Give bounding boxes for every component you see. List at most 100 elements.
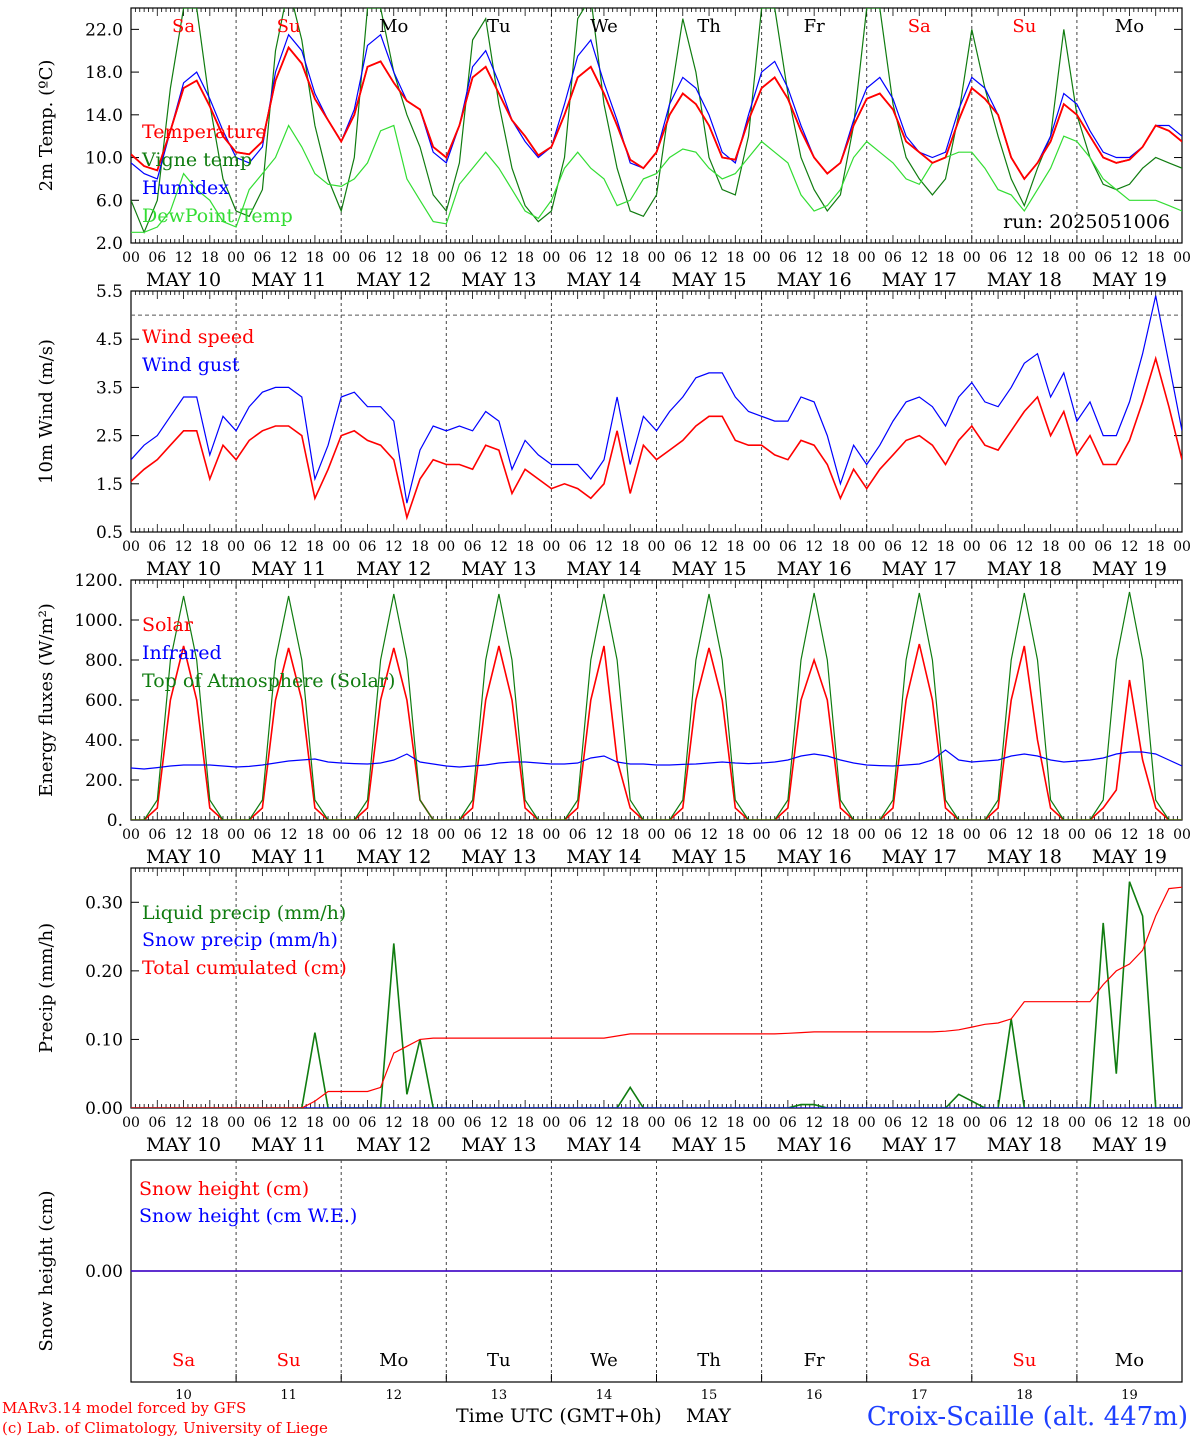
hour-label: 12	[175, 1115, 193, 1131]
hour-label: 18	[1042, 1115, 1060, 1131]
y-tick-label: 0.5	[96, 523, 123, 543]
legend-entry: Solar	[142, 614, 194, 636]
hour-label: 06	[464, 827, 482, 843]
date-label: MAY 13	[461, 846, 536, 868]
weekday-label: We	[590, 16, 618, 37]
month-label: MAY	[686, 1405, 731, 1427]
hour-label: 18	[306, 1115, 324, 1131]
hour-label: 12	[1015, 827, 1033, 843]
hour-label: 06	[359, 539, 377, 555]
hour-label: 12	[1015, 539, 1033, 555]
legend-entry: Snow precip (mm/h)	[142, 929, 338, 951]
hour-label: 00	[227, 1115, 245, 1131]
hour-label: 06	[148, 827, 166, 843]
hour-label: 00	[753, 1115, 771, 1131]
date-label: MAY 19	[1092, 846, 1167, 868]
hour-label: 06	[674, 539, 692, 555]
date-label: MAY 16	[777, 269, 852, 291]
hour-label: 00	[858, 1115, 876, 1131]
hour-label: 18	[937, 827, 955, 843]
hour-label: 12	[1121, 1115, 1139, 1131]
hour-label: 00	[858, 250, 876, 266]
hour-label: 18	[726, 250, 744, 266]
hour-label: 12	[175, 827, 193, 843]
hour-label: 00	[648, 827, 666, 843]
hour-label: 00	[963, 1115, 981, 1131]
hour-label: 06	[253, 1115, 271, 1131]
hour-label: 00	[1068, 250, 1086, 266]
hour-label: 18	[516, 539, 534, 555]
hour-label: 00	[122, 250, 140, 266]
date-label: MAY 19	[1092, 269, 1167, 291]
y-axis-title: 10m Wind (m/s)	[36, 339, 57, 484]
x-axis-title: Time UTC (GMT+0h)	[456, 1405, 662, 1427]
weekday-label: Su	[1012, 1350, 1036, 1371]
hour-label: 12	[805, 250, 823, 266]
y-tick-label: 18.0	[85, 63, 123, 83]
hour-label: 12	[1121, 827, 1139, 843]
hour-label: 00	[648, 539, 666, 555]
day-number: 16	[806, 1388, 823, 1403]
hour-label: 18	[621, 250, 639, 266]
weekday-label: Su	[1012, 16, 1036, 37]
hour-label: 06	[779, 250, 797, 266]
weekday-label: We	[590, 1350, 618, 1371]
day-number: 13	[491, 1388, 508, 1403]
hour-label: 12	[280, 539, 298, 555]
hour-label: 06	[148, 539, 166, 555]
hour-label: 18	[411, 539, 429, 555]
y-tick-label: 2.5	[96, 427, 123, 447]
hour-label: 06	[884, 1115, 902, 1131]
date-label: MAY 19	[1092, 1134, 1167, 1156]
hour-label: 06	[674, 1115, 692, 1131]
y-tick-label: 400.	[85, 731, 123, 751]
y-axis-title: Energy fluxes (W/m²)	[36, 603, 57, 797]
hour-label: 06	[569, 250, 587, 266]
hour-label: 00	[542, 539, 560, 555]
hour-label: 18	[621, 827, 639, 843]
hour-label: 12	[1121, 539, 1139, 555]
y-tick-label: 14.0	[85, 106, 123, 126]
y-tick-label: 4.5	[96, 330, 123, 350]
date-label: MAY 17	[882, 1134, 957, 1156]
y-tick-label: 0.10	[85, 1030, 123, 1050]
day-number: 18	[1016, 1388, 1033, 1403]
hour-label: 18	[726, 539, 744, 555]
hour-label: 06	[569, 1115, 587, 1131]
hour-label: 18	[411, 827, 429, 843]
weekday-label: Mo	[379, 16, 408, 37]
hour-label: 06	[779, 539, 797, 555]
hour-label: 18	[621, 1115, 639, 1131]
hour-label: 12	[280, 250, 298, 266]
hour-label: 00	[858, 827, 876, 843]
hour-label: 06	[253, 539, 271, 555]
hour-label: 18	[516, 250, 534, 266]
legend-entry: Wind gust	[142, 354, 240, 376]
date-label: MAY 11	[251, 269, 326, 291]
day-number: 12	[385, 1388, 402, 1403]
date-label: MAY 11	[251, 558, 326, 580]
weekday-label: Sa	[908, 1350, 931, 1371]
run-label: run: 2025051006	[1003, 211, 1170, 233]
model-credit: MARv3.14 model forced by GFS	[2, 1399, 247, 1417]
hour-label: 12	[490, 250, 508, 266]
date-label: MAY 10	[146, 558, 221, 580]
hour-label: 00	[437, 827, 455, 843]
hour-label: 00	[437, 539, 455, 555]
hour-label: 06	[464, 539, 482, 555]
hour-label: 00	[648, 1115, 666, 1131]
y-axis-title: Snow height (cm)	[36, 1190, 57, 1351]
hour-label: 12	[910, 1115, 928, 1131]
hour-label: 18	[832, 539, 850, 555]
hour-label: 12	[700, 1115, 718, 1131]
hour-label: 06	[884, 250, 902, 266]
panel-2	[130, 290, 1183, 533]
panel-1	[130, 7, 1183, 244]
series-line	[131, 591, 1182, 820]
hour-label: 12	[595, 827, 613, 843]
day-number: 15	[701, 1388, 718, 1403]
panel-3	[130, 579, 1183, 821]
hour-label: 00	[753, 250, 771, 266]
date-label: MAY 11	[251, 1134, 326, 1156]
